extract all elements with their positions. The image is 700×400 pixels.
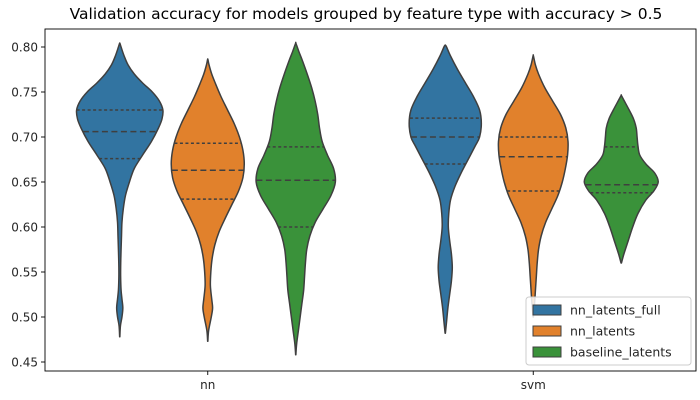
violin-nn_latents-svm xyxy=(497,54,569,318)
violin-body xyxy=(583,94,659,264)
violin-baseline_latents-svm xyxy=(583,94,659,264)
violin-body xyxy=(497,54,569,318)
y-tick-label: 0.70 xyxy=(11,130,38,144)
violin-body xyxy=(170,58,246,343)
legend-label: nn_latents_full xyxy=(570,303,661,318)
y-tick-label: 0.75 xyxy=(11,85,38,99)
x-tick-label: nn xyxy=(200,378,215,392)
violin-nn_latents_full-nn xyxy=(75,42,164,338)
y-tick-label: 0.80 xyxy=(11,40,38,54)
x-tick-label: svm xyxy=(521,378,546,392)
y-tick-label: 0.60 xyxy=(11,220,38,234)
legend-frame xyxy=(525,296,692,366)
violin-body xyxy=(255,41,337,356)
legend-label: nn_latents xyxy=(570,324,635,339)
plot-frame xyxy=(44,28,697,372)
legend: nn_latents_full nn_latents baseline_latent… xyxy=(525,296,692,366)
legend-item: nn_latents xyxy=(532,324,635,339)
violin-nn_latents-nn xyxy=(170,58,246,343)
chart-title: Validation accuracy for models grouped b… xyxy=(70,5,663,23)
violins-layer xyxy=(75,41,659,356)
violin-nn_latents_full-svm xyxy=(408,44,483,334)
legend-label: baseline_latents xyxy=(570,345,672,360)
legend-item: baseline_latents xyxy=(532,345,672,360)
y-tick-label: 0.45 xyxy=(11,355,38,369)
y-tick-label: 0.50 xyxy=(11,310,38,324)
legend-swatch xyxy=(532,304,562,316)
y-tick-label: 0.55 xyxy=(11,265,38,279)
axes-layer: 0.45 0.50 0.55 0.60 0.65 0.70 0.75 0.80 nn svm xyxy=(11,28,697,392)
legend-swatch xyxy=(532,325,562,337)
violin-baseline_latents-nn xyxy=(255,41,337,356)
legend-item: nn_latents_full xyxy=(532,303,661,318)
y-tick-label: 0.65 xyxy=(11,175,38,189)
violin-body xyxy=(408,44,483,334)
legend-swatch xyxy=(532,346,562,358)
violin-body xyxy=(75,42,164,338)
